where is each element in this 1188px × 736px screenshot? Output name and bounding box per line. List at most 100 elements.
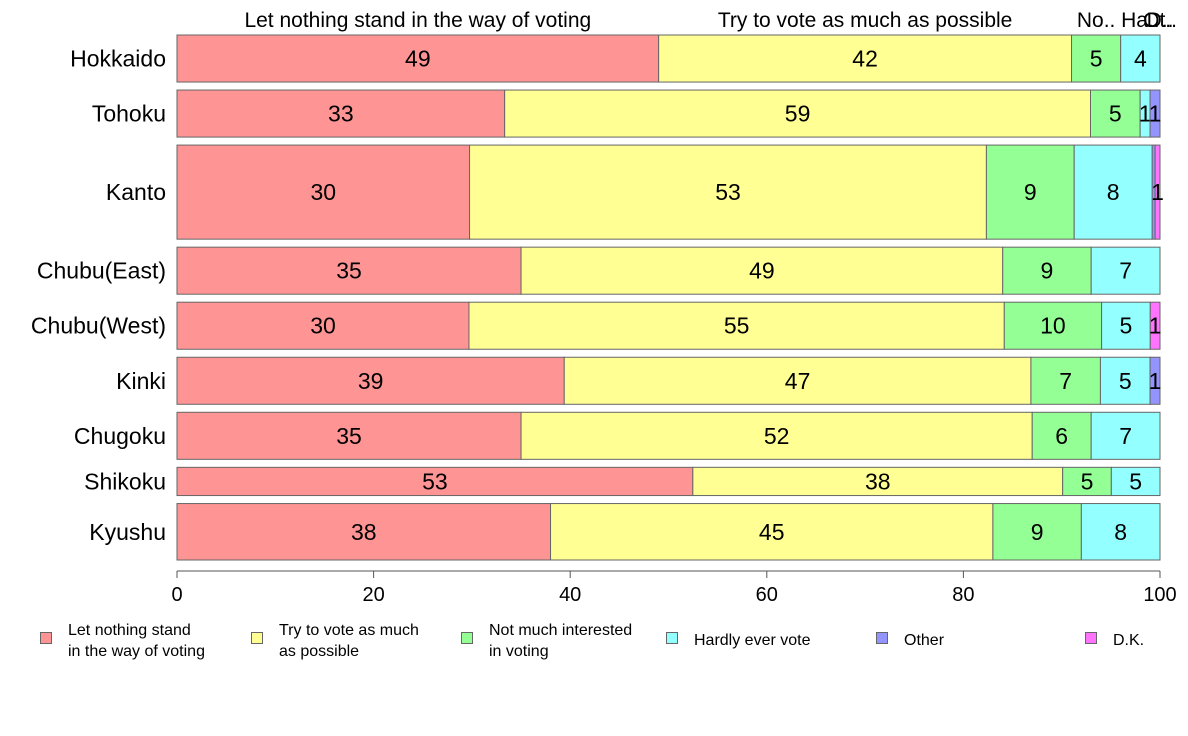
bar-segment [1080,503,1161,561]
x-tick-label: 100 [1143,584,1176,606]
bar-segment [176,503,552,561]
bar-segment [520,246,1004,295]
legend-swatch [1085,632,1097,644]
bar-segment [692,466,1064,497]
data-label: 9 [1031,519,1044,545]
data-label: 38 [351,519,377,545]
bar-segment [992,503,1082,561]
bar-segment [1110,466,1161,497]
data-label: 8 [1107,179,1120,205]
bar-segment [550,503,994,561]
data-label: 5 [1081,468,1094,494]
category-label: Shikoku [84,468,166,494]
data-label: 1 [1149,101,1162,127]
bar-segment [504,89,1091,138]
data-label: 30 [310,179,336,205]
category-label: Kanto [106,179,166,205]
bar-segment [176,144,471,240]
category-label: Kinki [116,368,166,394]
legend-label: Not much interested in voting [489,622,633,660]
data-label: 55 [724,313,750,339]
data-label: 38 [865,468,891,494]
bar-segment [1101,301,1151,350]
legend-label: Other [904,632,945,649]
data-label: 59 [785,101,811,127]
series-top-label: Let nothing stand in the way of voting [244,9,591,32]
data-label: 9 [1041,258,1054,284]
bar-segment [1073,144,1153,240]
x-tick-label: 0 [171,584,182,606]
series-top-label: No.. [1077,9,1116,32]
category-label: Hokkaido [70,46,166,72]
category-label: Kyushu [89,519,166,545]
bar-segment [1062,466,1112,497]
data-label: 4 [1134,46,1147,72]
bar-segment [520,411,1033,460]
data-label: 42 [852,46,878,72]
bar-segment [1149,89,1161,138]
legend-swatch [461,632,473,644]
bar-segment [1149,356,1161,405]
bar-segment [563,356,1032,405]
legend-item: Try to vote as much as possible [251,620,419,662]
legend-swatch [666,632,678,644]
data-label: 1 [1149,313,1162,339]
data-label: 1 [1151,179,1164,205]
data-label: 47 [785,368,811,394]
bar-segment [176,466,694,497]
bar-segment [1090,411,1161,460]
x-tick-label: 20 [362,584,384,606]
bar-segment [468,301,1005,350]
data-label: 5 [1109,101,1122,127]
data-label: 52 [764,423,790,449]
bar-segment [176,301,470,350]
data-label: 5 [1120,313,1133,339]
data-label: 49 [405,46,431,72]
bar-segment [1090,246,1161,295]
legend-item: Hardly ever vote [666,620,811,651]
data-label: 9 [1024,179,1037,205]
x-tick-label: 80 [952,584,974,606]
data-label: 49 [749,258,775,284]
category-label: Tohoku [92,101,166,127]
bar-segment [469,144,987,240]
legend-item: Let nothing stand in the way of voting [40,620,205,662]
bar-segment [176,34,660,83]
data-label: 6 [1055,423,1068,449]
legend-item: D.K. [1085,620,1144,651]
legend-swatch [40,632,52,644]
bar-segment [176,246,522,295]
bar-segment [1002,246,1092,295]
bar-segment [1154,144,1161,240]
data-label: 7 [1119,423,1132,449]
legend-swatch [876,632,888,644]
series-top-label: Ha.. [1121,9,1160,32]
bar-segment [1031,411,1092,460]
legend-label: Let nothing stand in the way of voting [68,622,205,660]
data-label: 30 [310,313,336,339]
x-tick-label: 60 [756,584,778,606]
data-label: 5 [1119,368,1132,394]
bar-segment [1003,301,1103,350]
series-top-label: Ot.. [1143,9,1177,32]
data-label: 39 [358,368,384,394]
data-label: 7 [1059,368,1072,394]
legend-item: Not much interested in voting [461,620,632,662]
x-tick-label: 40 [559,584,581,606]
bar-segment [1030,356,1101,405]
bar-segment [176,356,565,405]
legend: Let nothing stand in the way of voting Tr… [40,620,1180,670]
data-label: 10 [1040,313,1066,339]
legend-label: Try to vote as much as possible [279,622,419,660]
data-label: 35 [336,258,362,284]
bar-segment [658,34,1073,83]
legend-swatch [251,632,263,644]
data-label: 53 [422,468,448,494]
legend-item: Other [876,620,944,651]
bar-segment [1089,89,1141,138]
data-label: 5 [1090,46,1103,72]
category-label: Chubu(West) [31,313,166,339]
category-label: Chubu(East) [37,258,166,284]
category-label: Chugoku [74,423,166,449]
